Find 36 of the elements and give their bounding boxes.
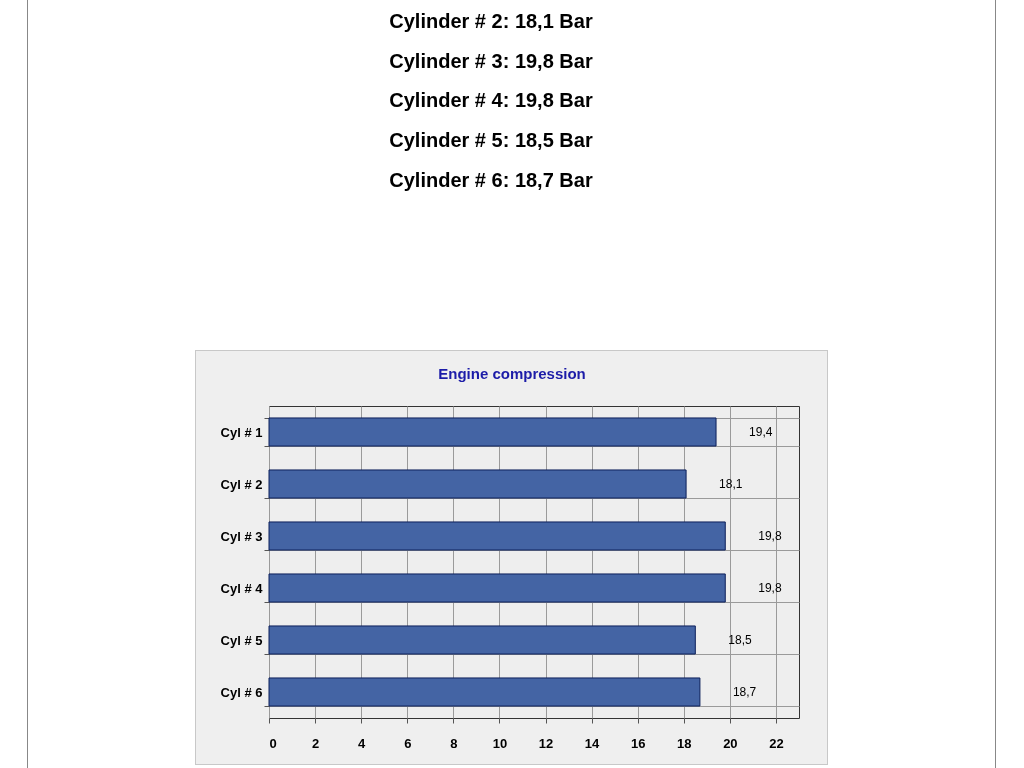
bar xyxy=(268,521,726,551)
x-tick-label: 2 xyxy=(311,735,320,751)
text: Cylinder # 6: 18,7 Bar xyxy=(388,167,594,193)
x-tick-label: 22 xyxy=(769,735,784,751)
bar xyxy=(268,469,687,499)
text: Cylinder # 5: 18,5 Bar xyxy=(388,128,594,154)
x-tick-label: 6 xyxy=(404,735,412,751)
bar xyxy=(268,417,717,447)
text: Cylinder # 4: 19,8 Bar xyxy=(388,88,594,114)
x-tick-label: 10 xyxy=(492,735,508,751)
bar xyxy=(268,625,696,655)
x-tick-label: 4 xyxy=(358,735,367,751)
y-tick-label: Cyl # 2 xyxy=(220,476,263,492)
text: Cylinder # 3: 19,8 Bar xyxy=(388,48,594,74)
y-tick-label: Cyl # 6 xyxy=(220,684,263,700)
data-label: 18,5 xyxy=(728,633,752,647)
x-tick-label: 16 xyxy=(630,735,646,751)
x-tick-label: 8 xyxy=(450,735,458,751)
data-label: 18,1 xyxy=(719,477,743,491)
y-tick-label: Cyl # 4 xyxy=(220,580,264,596)
x-tick-label: 18 xyxy=(677,735,692,751)
y-tick-label: Cyl # 5 xyxy=(220,632,263,648)
x-tick-label: 20 xyxy=(723,735,738,751)
data-label: 19,8 xyxy=(758,581,782,595)
bar xyxy=(268,573,726,603)
x-tick-label: 12 xyxy=(538,735,554,751)
data-label: 19,8 xyxy=(758,529,782,543)
y-tick-label: Cyl # 3 xyxy=(220,528,263,544)
data-label: 18,7 xyxy=(732,685,757,699)
x-tick-label: 14 xyxy=(584,735,601,751)
x-tick-label: 0 xyxy=(269,735,277,751)
bar xyxy=(268,677,701,707)
text: Cylinder # 2: 18,1 Bar xyxy=(388,9,594,34)
y-tick-label: Cyl # 1 xyxy=(220,424,263,440)
chart-title: Engine compression xyxy=(438,365,586,382)
data-label: 19,4 xyxy=(749,425,773,439)
